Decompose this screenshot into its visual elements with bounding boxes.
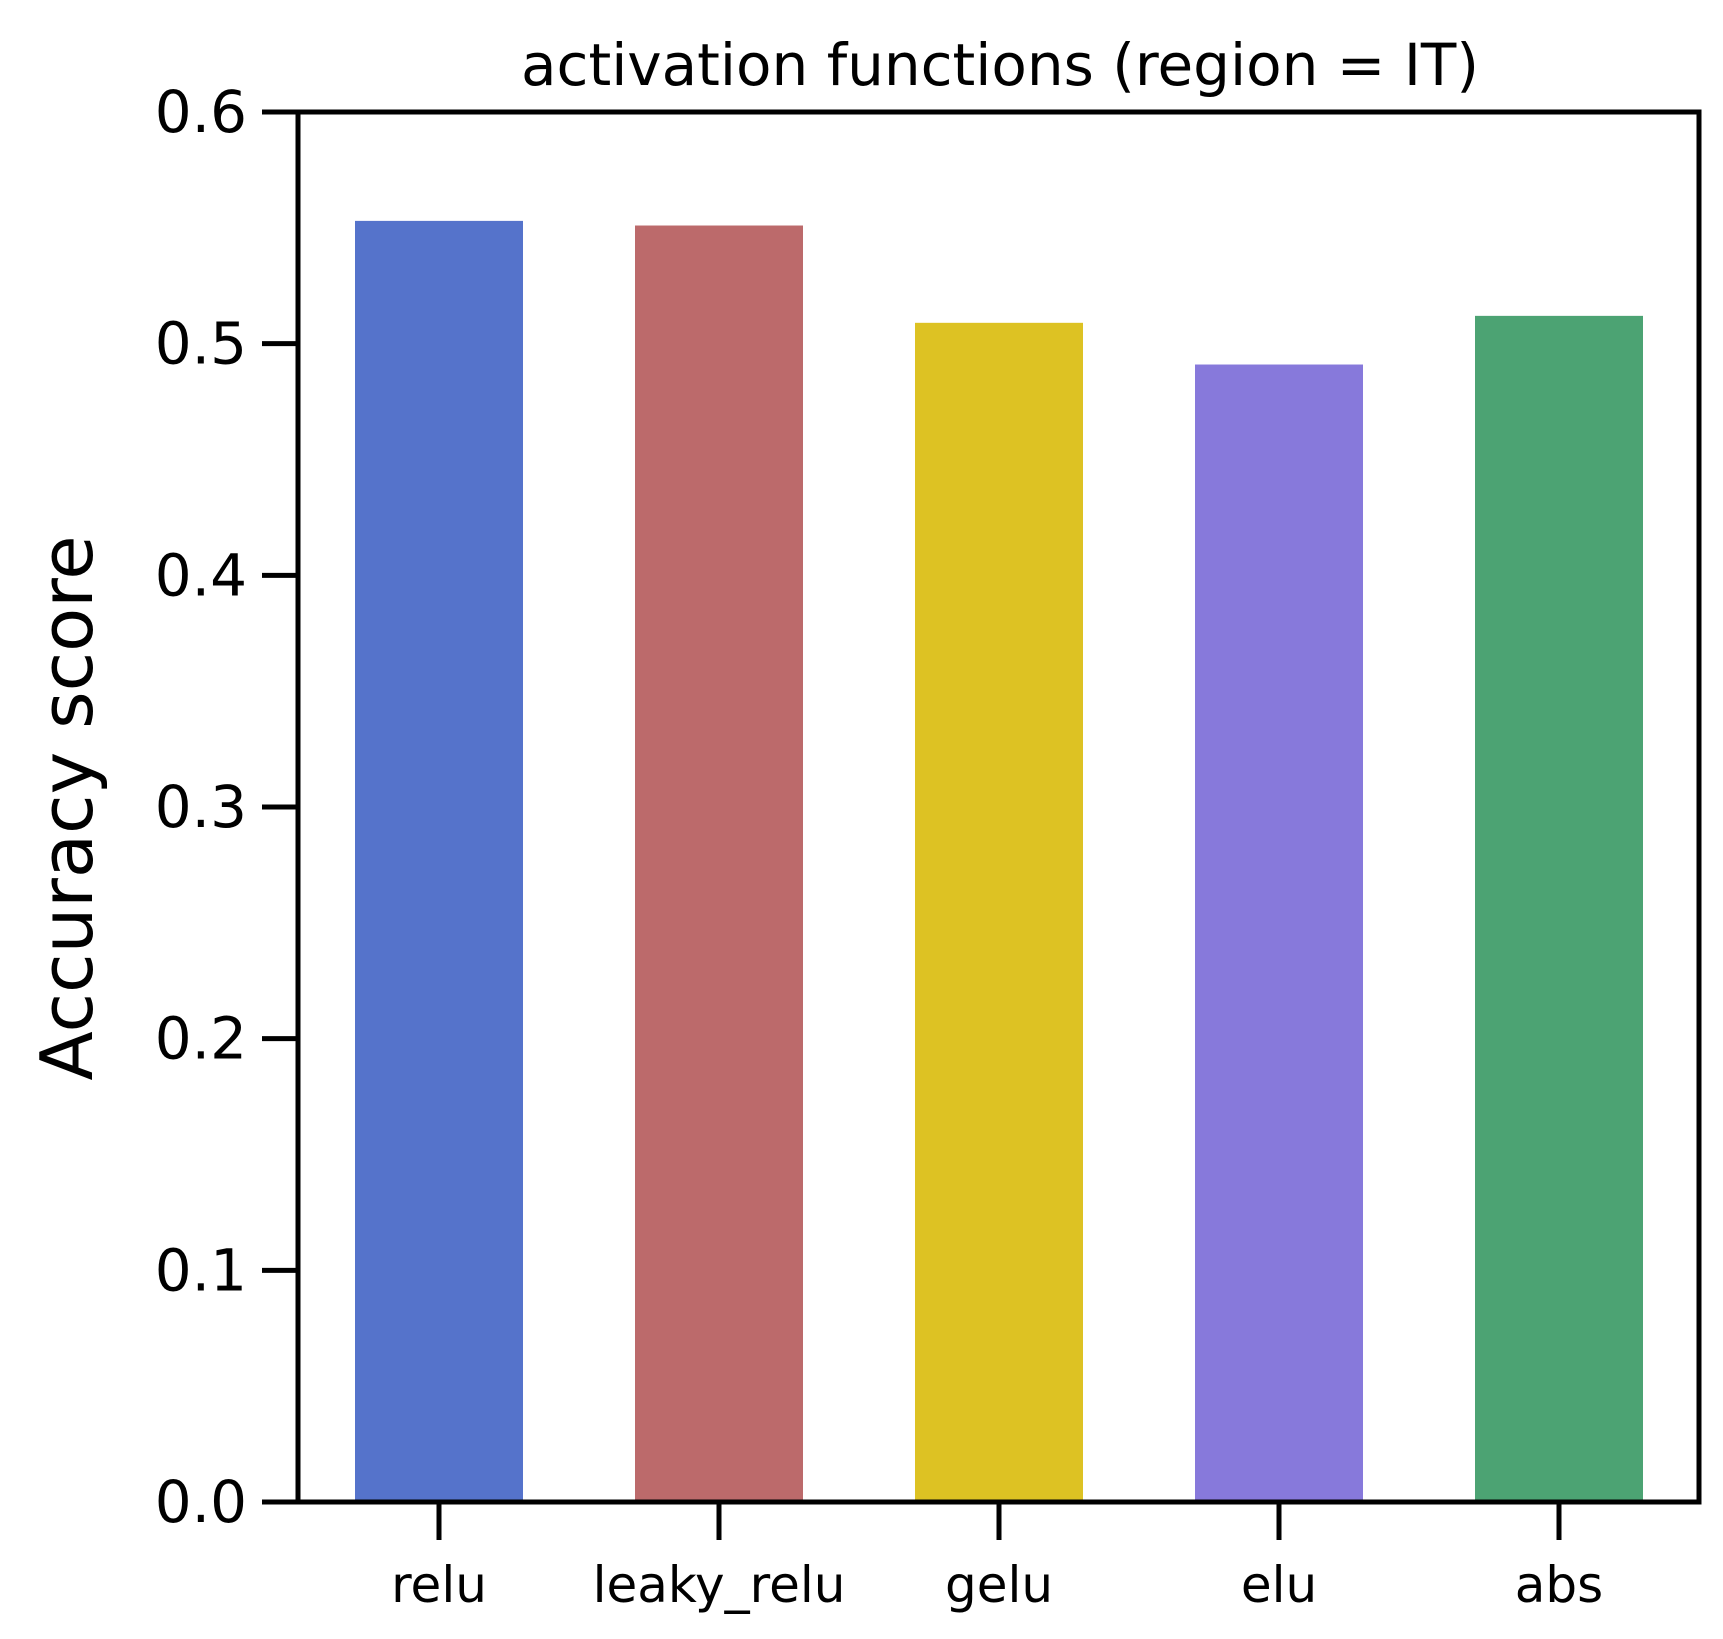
y-tick-label-0.1: 0.1 xyxy=(155,1236,247,1304)
x-tick-label-relu: relu xyxy=(391,1556,487,1614)
bar-gelu xyxy=(915,322,1083,1503)
y-axis: 0.0 0.1 0.2 0.3 0.4 0.5 0.6 xyxy=(155,78,298,1536)
x-tick-label-gelu: gelu xyxy=(945,1556,1053,1614)
y-tick-label-0.5: 0.5 xyxy=(155,310,247,378)
y-tick-label-0.6: 0.6 xyxy=(155,78,247,146)
y-axis-label: Accuracy score xyxy=(25,535,109,1080)
bar-relu xyxy=(355,220,523,1503)
bar-leaky_relu xyxy=(635,225,803,1503)
y-tick-label-0.2: 0.2 xyxy=(155,1005,247,1073)
y-tick-label-0.0: 0.0 xyxy=(155,1468,247,1536)
x-tick-label-leaky_relu: leaky_relu xyxy=(593,1556,846,1614)
chart-title: activation functions (region = IT) xyxy=(521,31,1479,99)
y-tick-label-0.3: 0.3 xyxy=(155,773,247,841)
x-tick-label-elu: elu xyxy=(1241,1556,1317,1614)
x-axis: relu leaky_relu gelu elu abs xyxy=(391,1502,1603,1614)
bar-abs xyxy=(1475,315,1643,1502)
y-tick-label-0.4: 0.4 xyxy=(155,541,247,609)
x-tick-label-abs: abs xyxy=(1515,1556,1603,1614)
bars-layer xyxy=(355,220,1643,1503)
bar-elu xyxy=(1195,364,1363,1503)
